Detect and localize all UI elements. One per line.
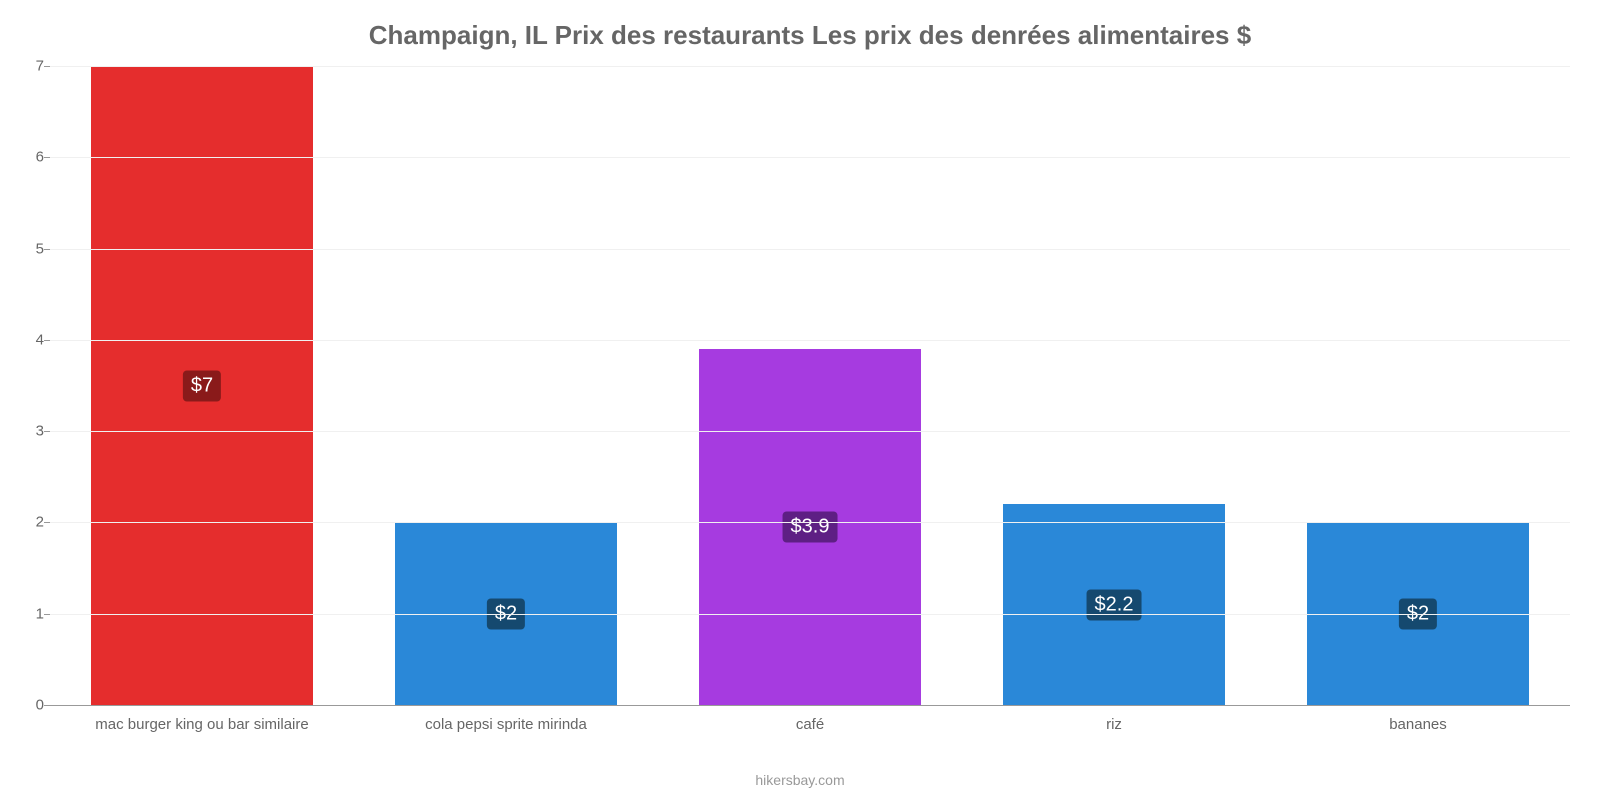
y-tick-mark [44, 157, 50, 158]
y-tick-mark [44, 522, 50, 523]
y-tick-label: 7 [22, 58, 44, 75]
grid-line [50, 157, 1570, 158]
y-tick-label: 3 [22, 423, 44, 440]
bar-value-label: $2.2 [1087, 589, 1142, 620]
y-tick-mark [44, 614, 50, 615]
grid-line [50, 614, 1570, 615]
grid-line [50, 431, 1570, 432]
x-axis-category-label: cola pepsi sprite mirinda [354, 716, 658, 733]
bar: $7 [91, 66, 313, 705]
y-tick-label: 1 [22, 605, 44, 622]
x-axis-category-label: mac burger king ou bar similaire [50, 716, 354, 733]
bar: $3.9 [699, 349, 921, 705]
bar-slot: $7 [50, 66, 354, 705]
bar-slot: $3.9 [658, 66, 962, 705]
x-axis-category-label: café [658, 716, 962, 733]
bar-slot: $2 [354, 66, 658, 705]
grid-line [50, 522, 1570, 523]
bar: $2.2 [1003, 504, 1225, 705]
y-tick-mark [44, 705, 50, 706]
y-tick-mark [44, 66, 50, 67]
y-tick-mark [44, 431, 50, 432]
x-axis-labels: mac burger king ou bar similairecola pep… [50, 716, 1570, 733]
y-tick-label: 4 [22, 331, 44, 348]
attribution-text: hikersbay.com [0, 772, 1600, 788]
grid-line [50, 340, 1570, 341]
grid-line [50, 249, 1570, 250]
bar-value-label: $7 [183, 370, 221, 401]
plot-area: $7$2$3.9$2.2$2 01234567 [50, 66, 1570, 706]
x-axis-category-label: bananes [1266, 716, 1570, 733]
bar-slot: $2.2 [962, 66, 1266, 705]
grid-line [50, 66, 1570, 67]
chart-title: Champaign, IL Prix des restaurants Les p… [50, 20, 1570, 51]
bar-slot: $2 [1266, 66, 1570, 705]
y-tick-label: 0 [22, 697, 44, 714]
y-tick-label: 5 [22, 240, 44, 257]
x-axis-category-label: riz [962, 716, 1266, 733]
bar-value-label: $3.9 [783, 512, 838, 543]
y-tick-mark [44, 340, 50, 341]
y-tick-label: 2 [22, 514, 44, 531]
bars-group: $7 $2 $3.9 $2.2 $2 [50, 66, 1570, 705]
price-bar-chart: Champaign, IL Prix des restaurants Les p… [0, 0, 1600, 800]
y-tick-label: 6 [22, 149, 44, 166]
y-tick-mark [44, 249, 50, 250]
